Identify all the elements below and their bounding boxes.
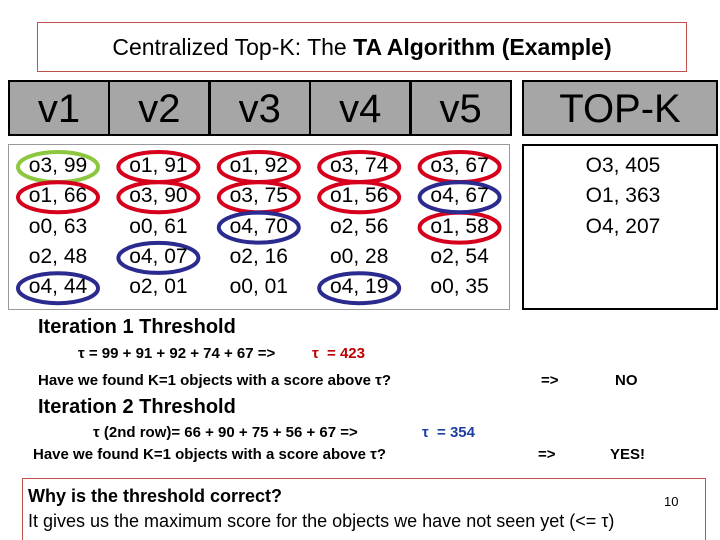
question: Have we found K=1 objects with a score a… — [38, 372, 392, 389]
arrow: => — [541, 372, 559, 389]
topk-box — [522, 144, 718, 310]
result: τ = 354 — [422, 424, 475, 441]
list-entry: o1, 91 — [129, 154, 188, 177]
list-entry: o2, 56 — [329, 214, 389, 238]
list-entry: o3, 75 — [229, 184, 288, 208]
list-entry: o1, 66 — [28, 184, 88, 208]
lists-box — [8, 144, 510, 310]
highlight-ring — [16, 271, 100, 306]
list-entry: o3, 74 — [329, 154, 389, 177]
topk-entry: O1, 363 — [585, 184, 661, 208]
result: τ = 423 — [312, 345, 365, 362]
topk-entry: O4, 207 — [585, 214, 661, 238]
list-entry: o0, 63 — [28, 214, 88, 238]
highlight-ring — [116, 180, 201, 215]
iteration-heading: Iteration 2 Threshold — [38, 396, 236, 418]
list-entry: o0, 28 — [329, 244, 389, 268]
list-entry: o4, 19 — [329, 275, 389, 299]
highlight-ring — [116, 240, 201, 275]
column-header: v4 — [309, 80, 412, 136]
topk-header: TOP-K — [522, 80, 718, 136]
highlight-ring — [317, 180, 402, 215]
formula: τ = 99 + 91 + 92 + 74 + 67 => — [78, 345, 276, 362]
footer-box — [22, 478, 706, 540]
title: Centralized Top-K: The TA Algorithm (Exa… — [37, 22, 687, 72]
column-header: v5 — [409, 80, 512, 136]
list-entry: o1, 56 — [329, 184, 389, 208]
formula: τ (2nd row)= 66 + 90 + 75 + 56 + 67 => — [93, 424, 358, 441]
list-entry: o1, 92 — [229, 154, 288, 177]
list-entry: o0, 01 — [229, 275, 288, 299]
list-entry: o3, 90 — [129, 184, 188, 208]
list-entry: o2, 16 — [229, 244, 288, 268]
iteration-heading: Iteration 1 Threshold — [38, 316, 236, 338]
list-entry: o4, 44 — [28, 275, 88, 299]
column-header: v3 — [208, 80, 311, 136]
highlight-ring — [16, 180, 100, 215]
highlight-ring — [317, 271, 402, 306]
page-number: 10 — [664, 494, 679, 509]
list-entry: o4, 67 — [430, 184, 489, 208]
footer-answer: It gives us the maximum score for the ob… — [28, 511, 615, 531]
column-header: v1 — [8, 80, 110, 136]
list-entry: o0, 61 — [129, 214, 188, 238]
list-entry: o3, 99 — [28, 154, 88, 177]
footer-question: Why is the threshold correct? — [28, 486, 283, 506]
arrow: => — [538, 446, 556, 463]
answer: NO — [615, 372, 638, 389]
question: Have we found K=1 objects with a score a… — [33, 446, 387, 463]
answer: YES! — [610, 446, 646, 463]
list-entry: o1, 58 — [430, 214, 489, 238]
column-header: v2 — [108, 80, 211, 136]
list-entry: o4, 07 — [129, 244, 188, 268]
topk-entry: O3, 405 — [585, 154, 661, 177]
list-entry: o3, 67 — [430, 154, 489, 177]
list-entry: o0, 35 — [430, 275, 489, 299]
list-entry: o2, 48 — [28, 244, 88, 268]
title-text: Centralized Top-K: The — [112, 34, 354, 60]
list-entry: o2, 01 — [129, 275, 188, 299]
title-bold: TA Algorithm (Example) — [353, 34, 612, 60]
highlight-ring — [417, 180, 502, 215]
highlight-ring — [216, 210, 301, 245]
list-entry: o4, 70 — [229, 214, 288, 238]
list-entry: o2, 54 — [430, 244, 489, 268]
